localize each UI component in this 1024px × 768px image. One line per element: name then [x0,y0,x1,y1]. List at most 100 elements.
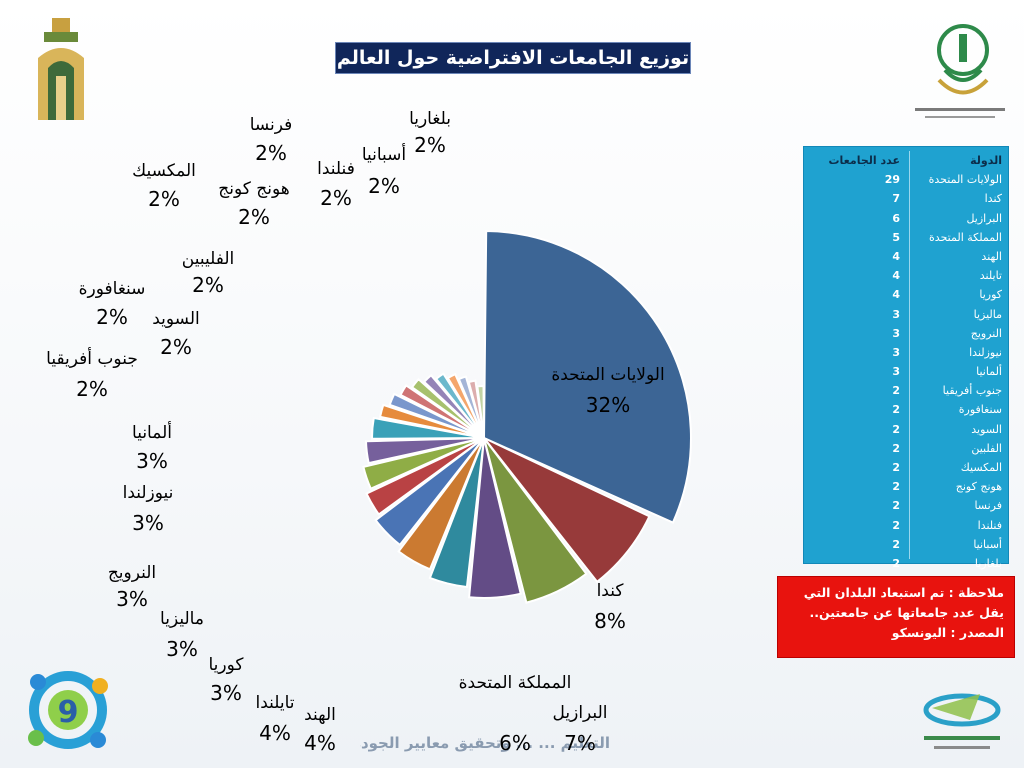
table-row-count: 2 [892,480,900,494]
universities-table: الدولة الولايات المتحدة كندا البرازيل المملك… [803,146,1009,570]
slice-percent: 3% [132,511,164,535]
slice-label: الولايات المتحدة [551,365,664,385]
table-row-count: 4 [892,288,900,302]
table-row-count: 4 [892,269,900,283]
slice-percent: 4% [259,721,291,745]
people-circle-logo-icon: 9 [28,671,108,749]
header-count: عدد الجامعات [828,154,900,167]
footer-slogan: التعليم ... ... وتحقيق معايير الجودة الع… [360,734,610,752]
pie-slice [374,437,485,547]
slice-label: السويد [152,309,200,329]
slice-percent: 3% [166,637,198,661]
table-row-country: الولايات المتحدة [928,173,1002,187]
slice-percent: 3% [136,449,168,473]
slice-label: النرويج [108,563,156,583]
slice-percent: 4% [304,731,336,755]
slice-label: ألمانيا [132,421,172,443]
slice-percent: 2% [320,186,352,210]
pie-slice [365,437,485,516]
pie-slice [410,377,485,439]
table-row-country: كوريا [979,288,1002,302]
header-country: الدولة [970,154,1002,167]
table-row-count: 7 [892,192,900,206]
note-line-3: المصدر : اليونسكو [891,625,1004,640]
slice-percent: 2% [76,377,108,401]
table-row-country: النرويج [970,326,1002,340]
pie-slice [446,372,485,439]
table-row-count: 5 [892,230,900,244]
table-row-country: نيوزلندا [969,345,1002,359]
slice-label: المملكة المتحدة [459,673,572,693]
slice-percent: 2% [414,133,446,157]
slice-label: فرنسا [250,115,293,135]
table-row-country: البرازيل [966,211,1002,225]
slice-label: كندا [597,581,625,601]
pie-slice [483,437,588,604]
slice-percent: 2% [368,174,400,198]
table-row-count: 3 [892,345,900,359]
table-row-country: تايلند [979,269,1002,283]
table-row-country: أسبانيا [973,537,1002,551]
slice-label: البرازيل [553,703,608,723]
slice-label: أسبانيا [362,143,406,165]
pie-slice [422,373,485,439]
national-center-logo-icon [923,693,1001,749]
slice-label: تايلندا [255,693,294,713]
slice-label: ماليزيا [160,609,204,629]
slice-percent: 2% [255,141,287,165]
slice-label: فنلندا [317,159,355,179]
table-row-count: 2 [892,556,900,570]
table-row-country: ماليزيا [973,307,1002,321]
slice-label: سنغافورة [79,279,146,299]
slice-label: هونج كونج [218,179,289,199]
table-row-country: المملكة المتحدة [929,230,1002,244]
slice-percent: 32% [586,393,630,417]
pie-slice [434,372,485,439]
slice-percent: 3% [116,587,148,611]
table-row-country: فرنسا [974,499,1002,513]
pie-slice [483,437,651,584]
page-title: توزيع الجامعات الافتراضية حول العالم [335,42,691,74]
slice-percent: 2% [192,273,224,297]
pie-slice [468,437,522,599]
slice-label: الهند [304,705,336,725]
table-row-country: المكسيك [960,461,1002,474]
pie-slice [476,384,485,439]
table-row-count: 2 [892,384,900,398]
table-row-count: 3 [892,307,900,321]
table-row-country: سنغافورة [958,403,1002,417]
table-row-country: فنلندا [977,518,1002,532]
table-row-country: السويد [971,422,1002,436]
table-row-country: بلغاريا [974,556,1002,570]
table-row-count: 2 [892,403,900,417]
table-row-country: ألمانيا [976,365,1002,379]
pie-slice [370,416,485,440]
count-column: عدد الجامعات 29 7 6 5 4 4 4 3 3 3 3 2 2 2 2 2 2 2 2 2 2 [810,151,904,573]
table-row-count: 6 [892,211,900,225]
table-divider [909,151,910,559]
slice-label: كوريا [209,655,245,675]
table-row-count: 29 [884,173,900,187]
university-logo-icon [38,18,84,120]
note-line-1: ملاحظة : تم استبعاد البلدان التي [803,585,1004,600]
country-column: الدولة الولايات المتحدة كندا البرازيل المملك… [906,151,1002,573]
table-row-country: هونج كونج [955,480,1002,494]
slice-percent: 2% [148,187,180,211]
pie-slice [399,384,485,439]
table-row-count: 2 [892,499,900,513]
table-row-count: 2 [892,518,900,532]
pie-slice [482,229,692,524]
table-row-count: 3 [892,365,900,379]
slice-label: جنوب أفريقيا [46,347,138,369]
table-row-country: الهند [981,249,1002,263]
table-row-count: 4 [892,249,900,263]
table-row-country: كندا [984,192,1002,206]
ministry-logo-icon [915,24,1005,118]
note-box: ملاحظة : تم استبعاد البلدان التي يقل عدد… [777,576,1015,658]
slice-percent: 8% [594,609,626,633]
slice-percent: 6% [499,731,531,755]
table-row-count: 3 [892,326,900,340]
table-row-country: الفلبين [971,441,1002,455]
pie-slice [362,437,485,491]
